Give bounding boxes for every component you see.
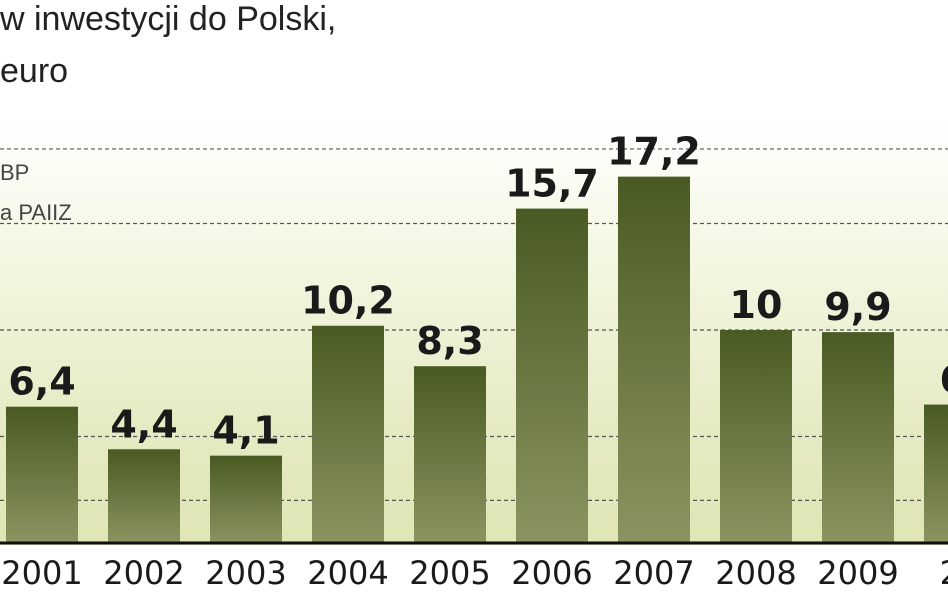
value-label-2003: 4,1 [212,409,279,453]
bar-2001 [6,406,78,543]
source-line-1: BP [0,160,30,185]
value-label-20: 6, [940,358,948,402]
value-label-2004: 10,2 [301,279,395,323]
bars [6,176,948,543]
source-line-2: a PAIIZ [0,200,72,225]
bar-2009 [822,332,894,543]
bar-2003 [210,455,282,543]
bar-2005 [414,366,486,543]
x-tick-2004: 2004 [307,554,388,592]
value-label-2007: 17,2 [607,130,701,174]
x-tick-20: 20 [940,554,948,592]
value-label-2002: 4,4 [110,402,177,446]
bar-2002 [108,449,180,543]
x-tick-2001: 2001 [1,554,82,592]
value-label-2009: 9,9 [824,285,891,329]
x-axis-tick-labels: 2001 2002 2003 2004 2005 2006 2007 2008 2009 20 [1,554,948,592]
bar-20 [924,404,948,543]
title-line-1: w inwestycji do Polski, [0,0,337,38]
x-tick-2006: 2006 [511,554,592,592]
x-tick-2007: 2007 [613,554,694,592]
value-label-2008: 10 [730,283,783,327]
value-label-2005: 8,3 [416,319,483,363]
title-line-2: euro [0,52,69,90]
value-label-2001: 6,4 [8,360,75,404]
value-labels: 6,4 4,4 4,1 10,2 8,3 15,717,2 10 9,9 6, [8,130,948,453]
x-tick-2009: 2009 [817,554,898,592]
value-label-2006: 15,7 [505,162,599,206]
bar-2008 [720,330,792,543]
x-tick-2008: 2008 [715,554,796,592]
x-tick-2003: 2003 [205,554,286,592]
x-tick-2005: 2005 [409,554,490,592]
x-tick-2002: 2002 [103,554,184,592]
bar-2007 [618,176,690,543]
bar-2004 [312,325,384,543]
bar-2006 [516,208,588,543]
